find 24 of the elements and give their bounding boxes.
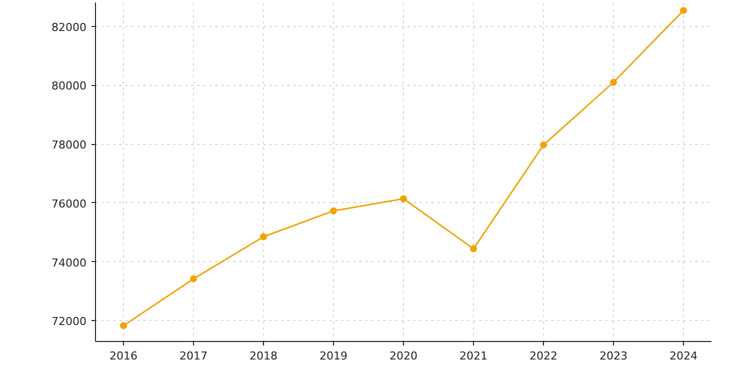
x-tick-label: 2019 — [320, 350, 348, 362]
point — [190, 275, 197, 282]
x-tick-label: 2020 — [390, 350, 418, 362]
y-tick-label: 72000 — [52, 315, 87, 328]
x-tick-label: 2024 — [670, 350, 698, 362]
x-tick-label: 2018 — [250, 350, 278, 362]
y-tick-label: 76000 — [52, 197, 87, 210]
y-tick-label: 74000 — [52, 256, 87, 270]
point — [680, 6, 687, 14]
point — [470, 245, 477, 252]
x-tick-label: 2023 — [600, 350, 628, 362]
point — [330, 207, 337, 214]
x-tick-label: 2016 — [110, 350, 138, 362]
y-tick-label: 82000 — [52, 20, 87, 34]
x-tick-label: 2022 — [530, 350, 558, 362]
point — [260, 233, 267, 240]
y-tick-label: 80000 — [52, 80, 87, 93]
x-tick-label: 2021 — [460, 350, 488, 362]
point — [610, 78, 617, 86]
point — [400, 195, 407, 202]
x-tick-label: 2017 — [180, 350, 208, 362]
point — [540, 141, 547, 148]
y-tick-label: 78000 — [52, 138, 87, 152]
point — [120, 322, 127, 330]
